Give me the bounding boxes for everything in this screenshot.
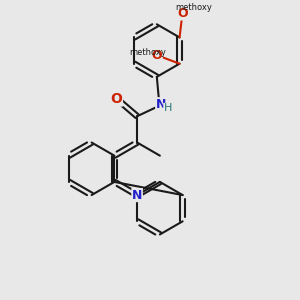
Text: O: O xyxy=(152,49,162,62)
Text: methoxy: methoxy xyxy=(129,48,166,57)
Text: N: N xyxy=(132,189,142,202)
Text: O: O xyxy=(110,92,122,106)
Text: methoxy: methoxy xyxy=(175,3,212,12)
Text: H: H xyxy=(164,103,172,113)
Text: N: N xyxy=(156,98,166,111)
Text: O: O xyxy=(177,7,188,20)
